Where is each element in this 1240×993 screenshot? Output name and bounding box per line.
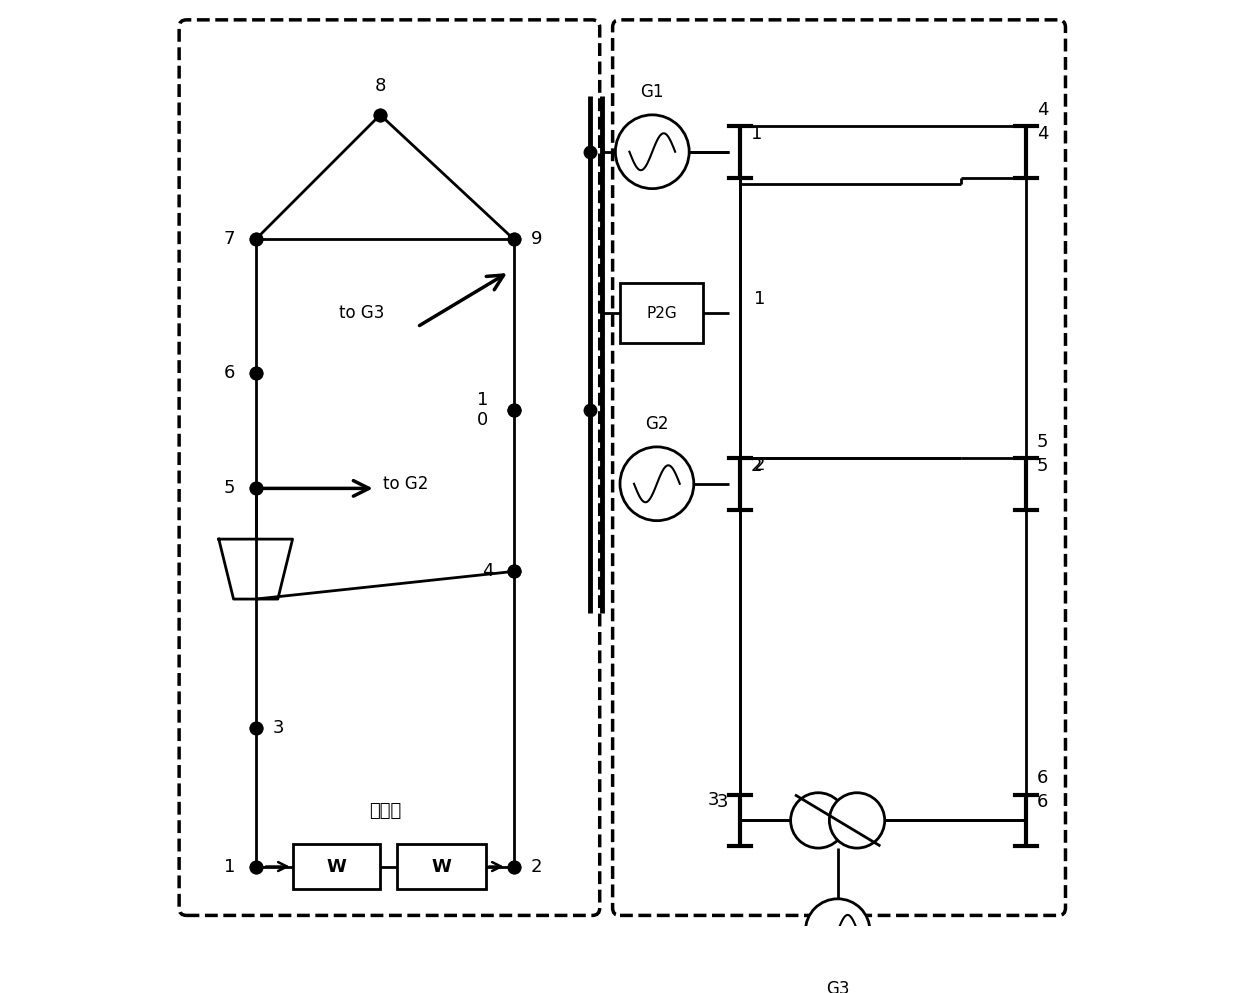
- Text: 4: 4: [482, 562, 494, 580]
- Text: 3: 3: [708, 791, 719, 809]
- Text: G3: G3: [826, 980, 849, 993]
- Circle shape: [830, 792, 884, 848]
- FancyBboxPatch shape: [397, 844, 486, 889]
- Circle shape: [791, 792, 846, 848]
- Text: 2: 2: [754, 457, 765, 475]
- Text: 5: 5: [1037, 433, 1048, 451]
- Text: 7: 7: [224, 230, 236, 248]
- FancyBboxPatch shape: [620, 283, 703, 344]
- Circle shape: [620, 447, 694, 520]
- Text: 1: 1: [754, 290, 765, 308]
- Text: G2: G2: [645, 415, 668, 433]
- Text: 1: 1: [751, 124, 763, 143]
- FancyBboxPatch shape: [293, 844, 381, 889]
- Text: 3: 3: [717, 793, 728, 811]
- Text: to G2: to G2: [383, 475, 428, 493]
- Text: G1: G1: [641, 83, 665, 101]
- Text: 4: 4: [1037, 100, 1048, 118]
- Text: 3: 3: [273, 719, 284, 737]
- Text: 9: 9: [531, 230, 542, 248]
- Text: 5: 5: [224, 480, 236, 497]
- Text: 1
0: 1 0: [476, 390, 489, 429]
- Text: 6: 6: [1037, 793, 1048, 811]
- Text: 2: 2: [531, 858, 542, 876]
- Text: P2G: P2G: [646, 306, 677, 321]
- Text: to G3: to G3: [339, 304, 384, 322]
- Text: 5: 5: [1037, 457, 1048, 475]
- Text: W: W: [326, 858, 346, 876]
- Text: 2: 2: [751, 457, 763, 475]
- Text: 6: 6: [224, 364, 236, 382]
- Text: W: W: [432, 858, 451, 876]
- Text: 1: 1: [224, 858, 236, 876]
- Text: 气源点: 气源点: [368, 802, 401, 820]
- Circle shape: [806, 899, 870, 963]
- Text: 4: 4: [1037, 124, 1048, 143]
- Text: 8: 8: [374, 76, 386, 94]
- Text: 6: 6: [1037, 770, 1048, 787]
- Circle shape: [615, 115, 689, 189]
